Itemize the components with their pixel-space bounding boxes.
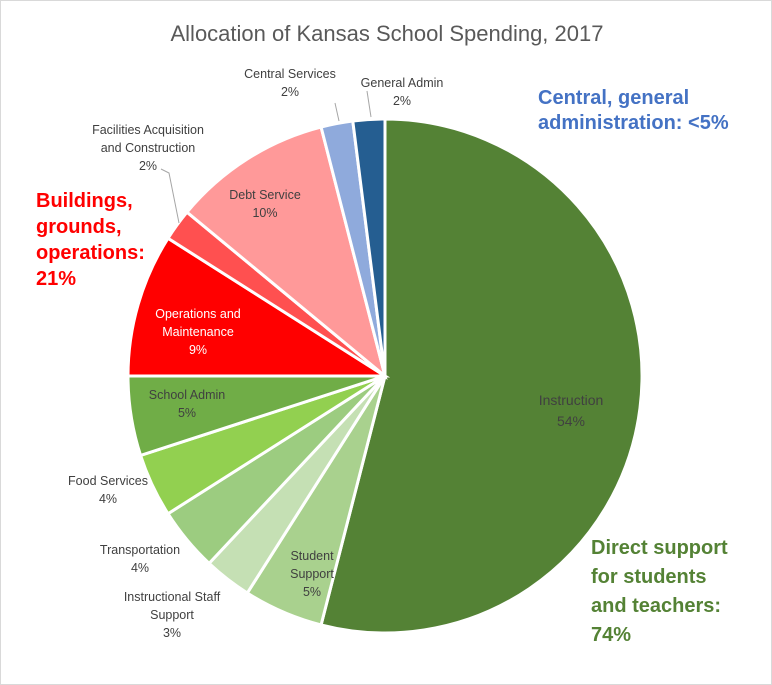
annotation-1: Buildings, grounds, operations: 21% (36, 190, 145, 290)
group-annotations: Central, general administration: <5% Build… (36, 87, 729, 646)
leader-facilities-acquisition-and-construction (160, 168, 180, 224)
label-operations-and-maintenance: Operations and Maintenance 9% (155, 307, 241, 357)
label-central-services: Central Services 2% (244, 67, 336, 99)
leader-general-admin (366, 90, 372, 118)
chart-title: Allocation of Kansas School Spending, 20… (171, 21, 604, 46)
slice-instruction (319, 117, 644, 635)
label-debt-service: Debt Service 10% (229, 188, 301, 220)
slice-labels: Instruction 54% Student Support 5% Instructio… (68, 67, 603, 640)
label-instructional-staff-support: Instructional Staff Support 3% (124, 590, 221, 640)
label-school-admin: School Admin 5% (149, 388, 225, 420)
label-student-support: Student Support 5% (290, 549, 334, 599)
label-transportation: Transportation 4% (100, 543, 180, 575)
leader-central-services (334, 102, 340, 122)
pie-slices (126, 117, 644, 635)
label-food-services: Food Services 4% (68, 474, 148, 506)
label-instruction: Instruction 54% (539, 392, 604, 429)
slice-general-admin (351, 117, 387, 377)
slice-operations-and-maintenance (126, 236, 391, 378)
label-general-admin: General Admin 2% (361, 76, 444, 108)
annotation-0: Central, general administration: <5% (538, 87, 729, 134)
leader-lines (160, 90, 372, 224)
slice-debt-service (184, 125, 388, 381)
annotation-2: Direct support for students and teachers: 7… (591, 537, 728, 646)
label-facilities-acquisition-and-construction: Facilities Acquisition and Construction 2% (92, 123, 204, 173)
